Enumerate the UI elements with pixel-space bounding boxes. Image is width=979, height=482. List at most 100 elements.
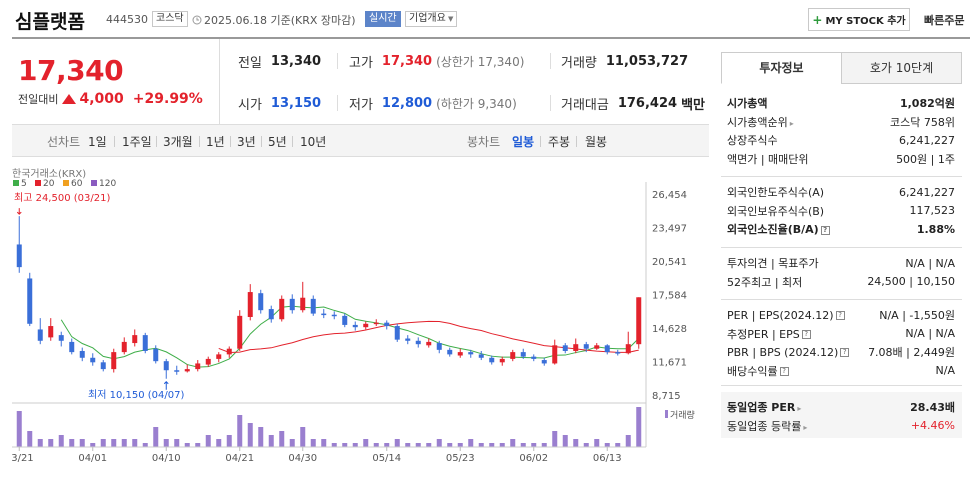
help-icon[interactable]: ? bbox=[801, 330, 811, 339]
candle-body bbox=[58, 335, 64, 341]
candle-body bbox=[478, 354, 484, 358]
high-price-label: 최고 24,500 (03/21) bbox=[14, 192, 110, 204]
period-3y[interactable]: 3년 bbox=[237, 135, 256, 149]
candle-body bbox=[447, 349, 453, 355]
candle-body bbox=[552, 345, 558, 364]
volume-bar bbox=[436, 439, 442, 447]
volume-bar bbox=[237, 415, 243, 447]
help-icon[interactable]: ? bbox=[820, 225, 830, 235]
volume: 거래량 11,053,727 bbox=[561, 54, 689, 71]
info-value: 6,241,227 bbox=[899, 185, 955, 199]
x-tick-label: 05/14 bbox=[372, 453, 401, 464]
volume-bar bbox=[552, 431, 558, 447]
high-price: 고가 17,340 (상한가 17,340) bbox=[349, 54, 525, 71]
legend-label: 20 bbox=[43, 179, 55, 189]
info-row: 액면가 | 매매단위 500원 | 1주 bbox=[727, 151, 955, 167]
volume-bar bbox=[195, 443, 201, 447]
candle-body bbox=[499, 358, 505, 363]
chevron-right-icon[interactable]: ▸ bbox=[803, 422, 808, 432]
info-label: 외국인보유주식수(B) bbox=[727, 204, 825, 218]
y-tick-label: 11,671 bbox=[652, 358, 687, 369]
volume-bar bbox=[111, 439, 117, 447]
realtime-button[interactable]: 실시간 bbox=[365, 11, 401, 27]
volume-bar bbox=[48, 439, 54, 447]
candle-body bbox=[142, 335, 148, 351]
candle-body bbox=[394, 326, 400, 340]
x-tick-label: 06/02 bbox=[519, 453, 548, 464]
volume-bar bbox=[489, 443, 495, 447]
candle-body bbox=[121, 341, 127, 353]
volume-bar bbox=[100, 439, 106, 447]
period-5y[interactable]: 5년 bbox=[268, 135, 287, 149]
candle-weekly[interactable]: 주봉 bbox=[548, 135, 571, 149]
period-10y[interactable]: 10년 bbox=[300, 135, 327, 149]
help-icon[interactable]: ? bbox=[779, 367, 789, 376]
help-icon[interactable]: ? bbox=[840, 348, 850, 357]
candle-body bbox=[310, 298, 316, 314]
volume-bar bbox=[247, 423, 253, 447]
candle-daily[interactable]: 일봉 bbox=[512, 135, 535, 149]
info-row: 추정PER | EPS? N/A | N/A bbox=[727, 326, 955, 342]
ma5-line bbox=[60, 305, 640, 368]
trade-amount: 거래대금 176,424 백만 bbox=[561, 96, 705, 113]
candle-body bbox=[90, 357, 96, 363]
period-3m[interactable]: 3개월 bbox=[163, 135, 193, 149]
x-tick-label: 03/21 bbox=[12, 453, 34, 464]
y-tick-label: 26,454 bbox=[652, 190, 687, 201]
period-1y[interactable]: 1년 bbox=[206, 135, 225, 149]
y-tick-label: 14,628 bbox=[652, 324, 687, 335]
investment-info-panel: 투자정보 호가 10단계 시가총액 1,082억원 시가총액순위 ▸ 코스닥 758위 상… bbox=[721, 52, 962, 438]
period-1d[interactable]: 1일 bbox=[88, 135, 107, 149]
volume-bar bbox=[583, 443, 589, 447]
mystock-add-button[interactable]: + MY STOCK 추가 bbox=[808, 8, 910, 31]
y-tick-label: 17,584 bbox=[652, 291, 687, 302]
volume-bar bbox=[468, 439, 474, 447]
chevron-right-icon[interactable]: ▸ bbox=[797, 404, 802, 413]
tab-quote-10[interactable]: 호가 10단계 bbox=[841, 52, 962, 84]
candle-body bbox=[342, 315, 348, 325]
candle-body bbox=[79, 350, 85, 358]
chevron-right-icon[interactable]: ▸ bbox=[789, 118, 794, 128]
info-value: N/A | -1,550원 bbox=[879, 309, 955, 322]
candle-chart-label: 봉차트 bbox=[467, 135, 501, 149]
chart-source: 한국거래소(KRX) bbox=[12, 168, 86, 180]
volume-bar bbox=[216, 439, 222, 447]
candle-body bbox=[625, 344, 631, 354]
candle-body bbox=[216, 354, 222, 359]
candle-body bbox=[37, 329, 43, 341]
volume-bar bbox=[415, 443, 421, 447]
candle-body bbox=[205, 358, 211, 365]
base-date: 2025.06.18 기준(KRX 장마감) bbox=[192, 12, 356, 28]
low-price-label: 최저 10,150 (04/07) bbox=[88, 389, 184, 401]
prev-close: 전일 13,340 bbox=[238, 54, 322, 71]
volume-label: 거래량 bbox=[670, 409, 695, 421]
legend-swatch bbox=[35, 180, 41, 186]
info-value: +4.46% bbox=[910, 419, 955, 432]
volume-bar bbox=[79, 439, 85, 447]
info-label: 52주최고 | 최저 bbox=[727, 275, 803, 289]
help-icon[interactable]: ? bbox=[835, 311, 845, 320]
volume-bar bbox=[90, 443, 96, 447]
candlestick-chart-svg: 한국거래소(KRX)5 20 60 120 26,454 23,497 20,541 17,5… bbox=[12, 168, 695, 464]
volume-bar bbox=[541, 443, 547, 447]
candle-monthly[interactable]: 월봉 bbox=[585, 135, 608, 149]
candle-body bbox=[489, 357, 495, 363]
legend-swatch bbox=[63, 180, 69, 186]
volume-bar bbox=[331, 443, 337, 447]
candle-body bbox=[226, 348, 232, 355]
company-info-dropdown[interactable]: 기업개요 ▼ bbox=[405, 11, 458, 27]
quick-order-link[interactable]: 빠른주문 bbox=[924, 14, 965, 27]
plus-icon: + bbox=[812, 12, 823, 27]
volume-bar bbox=[531, 443, 537, 447]
candle-body bbox=[111, 352, 117, 370]
candle-body bbox=[363, 323, 369, 328]
legend-swatch bbox=[13, 180, 19, 186]
tab-investment-info[interactable]: 투자정보 bbox=[721, 52, 842, 84]
info-label: PBR | BPS (2024.12)? bbox=[727, 346, 850, 359]
period-1w[interactable]: 1주일 bbox=[122, 135, 152, 149]
info-row: 외국인보유주식수(B) 117,523 bbox=[727, 203, 955, 219]
info-label: 상장주식수 bbox=[727, 134, 778, 147]
stock-chart[interactable]: 한국거래소(KRX) 5 20 60 120 26,454 23,497 20,541 17,5… bbox=[12, 160, 709, 482]
y-tick-label: 20,541 bbox=[652, 257, 687, 268]
volume-bar bbox=[352, 443, 358, 447]
